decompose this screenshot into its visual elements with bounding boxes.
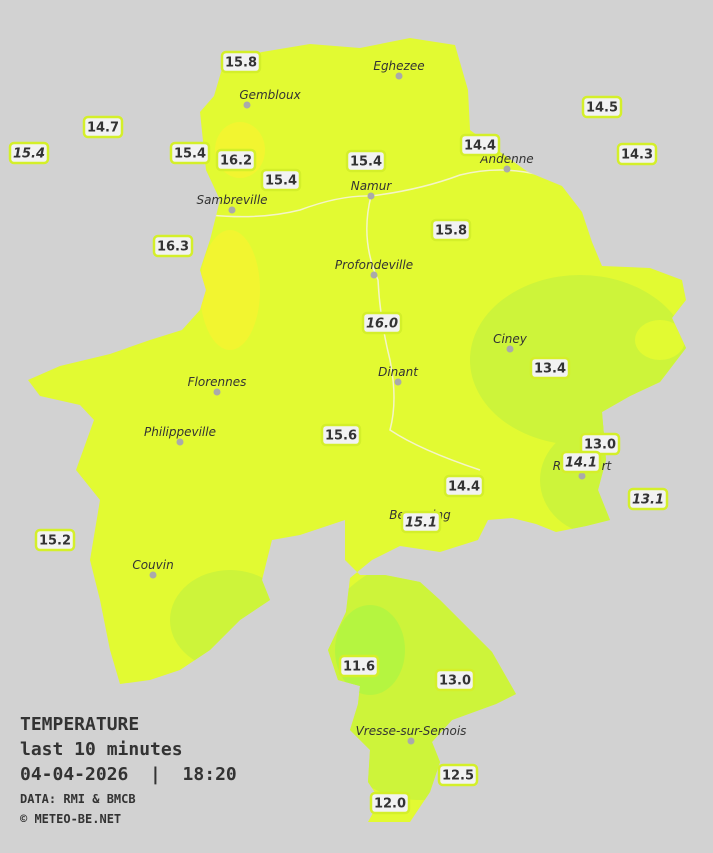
station-temperature: 14.4 (464, 139, 496, 154)
town-dot (149, 571, 157, 579)
station-temperature: 14.3 (621, 148, 653, 163)
town-dot (370, 271, 378, 279)
town-label: Gembloux (239, 88, 301, 102)
station-box (338, 654, 380, 678)
station-temperature: 15.8 (225, 56, 257, 71)
town-dot (394, 378, 402, 386)
station-box (400, 510, 442, 534)
town-dot (407, 737, 415, 745)
station-temperature: 13.4 (534, 362, 566, 377)
station-temperature: 12.0 (374, 797, 406, 812)
station-box (220, 50, 262, 74)
station-box (169, 141, 211, 165)
station-temperature: 15.4 (174, 147, 206, 162)
station-box (260, 168, 302, 192)
town-dot (395, 72, 403, 80)
town-dot (578, 472, 586, 480)
town-dot (228, 206, 236, 214)
station-temperature: 14.1 (565, 456, 597, 471)
title: TEMPERATURE (20, 714, 139, 735)
timestamp: 04-04-2026 | 18:20 (20, 764, 237, 785)
town-dot (506, 345, 514, 353)
station-temperature: 13.0 (439, 674, 471, 689)
station-temperature: 13.1 (632, 493, 664, 508)
station-box (8, 141, 50, 165)
town-dot (503, 165, 511, 173)
station-temperature: 15.4 (265, 174, 297, 189)
station-temperature: 16.3 (157, 240, 189, 255)
town-label: Namur (351, 179, 393, 193)
station-box (152, 234, 194, 258)
station-temperature: 14.5 (586, 101, 618, 116)
station-temperature: 14.4 (448, 480, 480, 495)
town-label: Florennes (188, 375, 247, 389)
station-box (616, 142, 658, 166)
station-box (215, 148, 257, 172)
town-label: Dinant (378, 365, 419, 379)
town-label: Vresse-sur-Semois (356, 724, 467, 738)
station-box (437, 763, 479, 787)
station-box (345, 149, 387, 173)
station-temperature: 15.2 (39, 534, 71, 549)
legend-block: TEMPERATURE last 10 minutes 04-04-2026 |… (20, 714, 237, 826)
station-temperature: 16.2 (220, 154, 252, 169)
town-label: Sambreville (196, 193, 267, 207)
town-label: Couvin (132, 558, 173, 572)
station-temperature: 15.1 (405, 516, 437, 531)
town-label: Philippeville (144, 425, 216, 439)
town-label: Eghezee (373, 59, 424, 73)
station-box (581, 95, 623, 119)
copyright: © METEO-BE.NET (20, 812, 121, 826)
town-label: Ciney (493, 332, 528, 346)
station-box (430, 218, 472, 242)
station-box (361, 311, 403, 335)
station-temperature: 16.0 (366, 317, 398, 332)
town-dot (243, 101, 251, 109)
source: DATA: RMI & BMCB (20, 792, 136, 806)
town-dot (213, 388, 221, 396)
station-box (320, 423, 362, 447)
subtitle: last 10 minutes (20, 739, 183, 760)
station-box (459, 133, 501, 157)
station-temperature: 13.0 (584, 438, 616, 453)
station-temperature: 12.5 (442, 769, 474, 784)
station-box (560, 450, 602, 474)
town-dot (176, 438, 184, 446)
station-temperature: 15.4 (350, 155, 382, 170)
station-box (627, 487, 669, 511)
station-temperature: 11.6 (343, 660, 375, 675)
station-temperature: 15.8 (435, 224, 467, 239)
station-temperature: 15.6 (325, 429, 357, 444)
station-temperature: 15.4 (13, 147, 45, 162)
station-box (34, 528, 76, 552)
station-temperature: 14.7 (87, 121, 119, 136)
station-box (82, 115, 124, 139)
station-box (369, 791, 411, 815)
town-dot (367, 192, 375, 200)
station-box (434, 668, 476, 692)
station-box (443, 474, 485, 498)
station-box (529, 356, 571, 380)
town-label: Profondeville (335, 258, 413, 272)
